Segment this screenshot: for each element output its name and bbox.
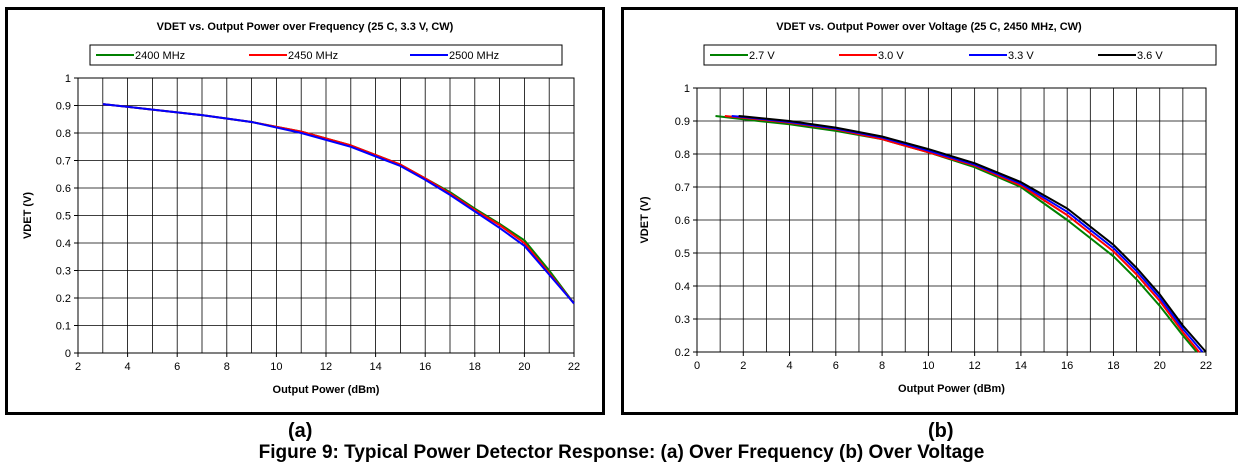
chart-title: VDET vs. Output Power over Frequency (25… <box>157 21 454 33</box>
x-tick-label: 16 <box>419 361 431 373</box>
y-tick-label: 1 <box>65 73 71 85</box>
y-tick-label: 0.3 <box>675 314 690 326</box>
legend-label-0: 2400 MHz <box>135 50 185 62</box>
y-tick-label: 0.5 <box>56 211 71 223</box>
y-tick-label: 0.2 <box>675 347 690 359</box>
legend-label-3: 3.6 V <box>1137 50 1163 62</box>
series-line-3 <box>738 115 1207 353</box>
series-line-1 <box>724 115 1200 353</box>
x-tick-label: 22 <box>1200 360 1212 372</box>
x-tick-label: 8 <box>879 360 885 372</box>
x-tick-label: 14 <box>1015 360 1027 372</box>
x-axis-label: Output Power (dBm) <box>898 383 1005 395</box>
y-tick-label: 0.7 <box>56 156 71 168</box>
x-tick-label: 6 <box>833 360 839 372</box>
series-line-0 <box>715 115 1198 353</box>
x-tick-label: 10 <box>922 360 934 372</box>
panel-label-a: (a) <box>288 420 313 442</box>
chart-a-svg: VDET vs. Output Power over Frequency (25… <box>22 21 580 396</box>
y-tick-label: 0.3 <box>56 266 71 278</box>
x-tick-label: 10 <box>270 361 282 373</box>
y-tick-label: 0 <box>65 348 71 360</box>
y-tick-label: 0.9 <box>675 116 690 128</box>
x-tick-label: 2 <box>75 361 81 373</box>
y-tick-label: 0.4 <box>56 238 71 250</box>
x-tick-label: 18 <box>469 361 481 373</box>
y-axis-label: VDET (V) <box>22 192 34 239</box>
x-tick-label: 20 <box>518 361 530 373</box>
y-tick-label: 0.8 <box>56 128 71 140</box>
x-axis-label: Output Power (dBm) <box>273 384 380 396</box>
figure-caption: Figure 9: Typical Power Detector Respons… <box>258 442 985 463</box>
y-tick-label: 0.8 <box>675 149 690 161</box>
x-tick-label: 6 <box>174 361 180 373</box>
y-tick-label: 1 <box>684 83 690 95</box>
panel-label-b: (b) <box>928 420 954 442</box>
chart-panel-b: VDET vs. Output Power over Voltage (25 C… <box>621 7 1238 415</box>
chart-title: VDET vs. Output Power over Voltage (25 C… <box>776 21 1082 33</box>
series-line-1 <box>102 103 575 305</box>
legend-label-1: 3.0 V <box>878 50 904 62</box>
x-tick-label: 4 <box>125 361 131 373</box>
chart-b-svg: VDET vs. Output Power over Voltage (25 C… <box>639 21 1217 395</box>
x-tick-label: 12 <box>969 360 981 372</box>
y-tick-label: 0.6 <box>56 183 71 195</box>
y-tick-label: 0.4 <box>675 281 690 293</box>
x-tick-label: 16 <box>1061 360 1073 372</box>
x-tick-label: 4 <box>786 360 792 372</box>
x-tick-label: 14 <box>369 361 381 373</box>
x-tick-label: 22 <box>568 361 580 373</box>
x-tick-label: 20 <box>1154 360 1166 372</box>
x-tick-label: 18 <box>1107 360 1119 372</box>
y-tick-label: 0.9 <box>56 101 71 113</box>
chart-panel-a: VDET vs. Output Power over Frequency (25… <box>5 7 605 415</box>
y-tick-label: 0.5 <box>675 248 690 260</box>
series-line-2 <box>731 115 1204 353</box>
y-tick-label: 0.6 <box>675 215 690 227</box>
x-tick-label: 8 <box>224 361 230 373</box>
legend-box <box>703 44 1217 66</box>
x-tick-label: 12 <box>320 361 332 373</box>
y-axis-label: VDET (V) <box>639 196 651 243</box>
y-tick-label: 0.7 <box>675 182 690 194</box>
x-tick-label: 2 <box>740 360 746 372</box>
series-line-0 <box>102 103 575 305</box>
y-tick-label: 0.1 <box>56 321 71 333</box>
legend-box <box>89 44 563 66</box>
y-tick-label: 0.2 <box>56 293 71 305</box>
legend-label-0: 2.7 V <box>749 50 775 62</box>
legend-label-2: 2500 MHz <box>449 50 499 62</box>
x-tick-label: 0 <box>694 360 700 372</box>
legend-label-1: 2450 MHz <box>288 50 338 62</box>
series-line-2 <box>102 103 575 305</box>
legend-label-2: 3.3 V <box>1008 50 1034 62</box>
